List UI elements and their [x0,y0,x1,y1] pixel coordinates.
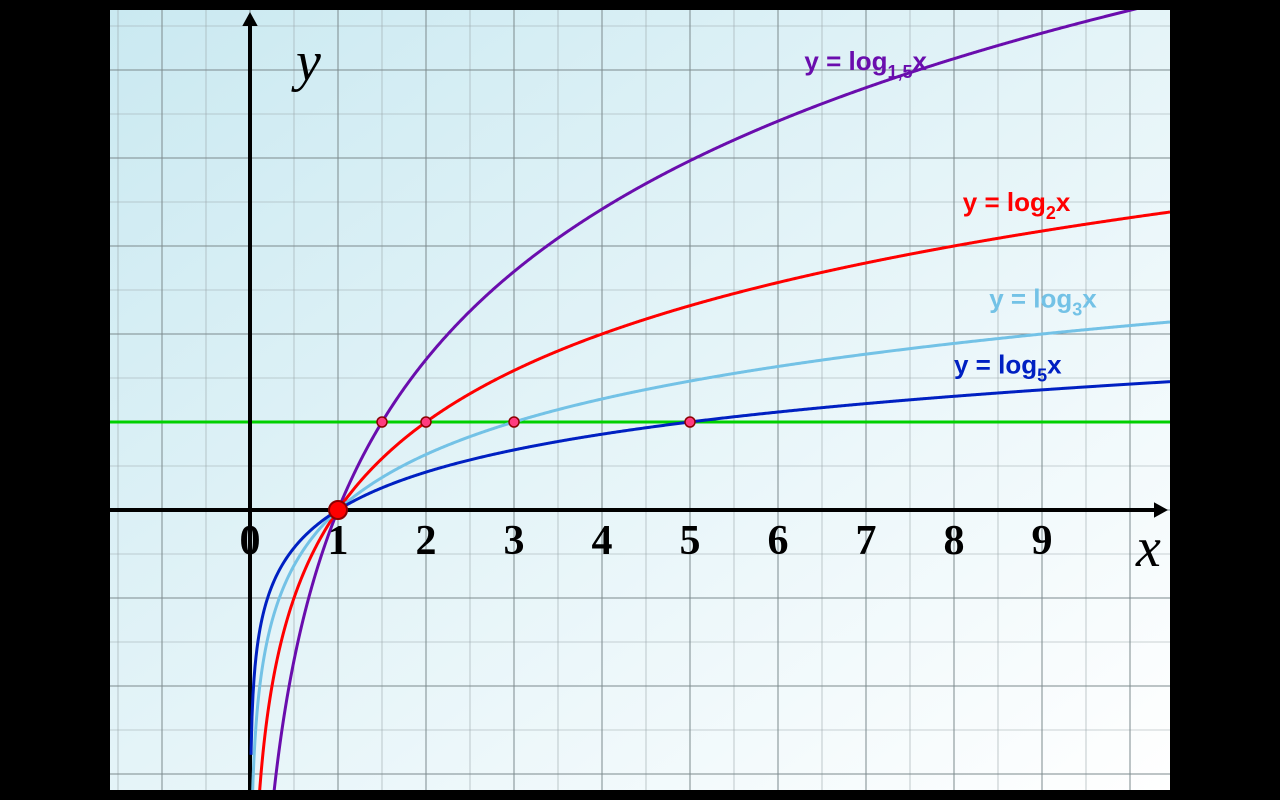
mark-log15 [377,417,387,427]
x-tick-8: 8 [944,518,965,564]
common-point-1-0 [329,501,347,519]
mark-log5 [685,417,695,427]
x-tick-3: 3 [504,518,525,564]
stage: 0123456789yxy = log1,5xy = log2xy = log3… [0,0,1280,800]
x-tick-4: 4 [592,518,613,564]
x-axis-label: x [1135,517,1161,579]
log-chart: 0123456789yxy = log1,5xy = log2xy = log3… [110,10,1170,790]
x-tick-0: 0 [240,518,261,564]
x-tick-7: 7 [856,518,877,564]
y-axis-label: y [291,31,321,93]
mark-log2 [421,417,431,427]
x-tick-9: 9 [1032,518,1053,564]
x-tick-5: 5 [680,518,701,564]
mark-log3 [509,417,519,427]
x-tick-6: 6 [768,518,789,564]
x-tick-2: 2 [416,518,437,564]
